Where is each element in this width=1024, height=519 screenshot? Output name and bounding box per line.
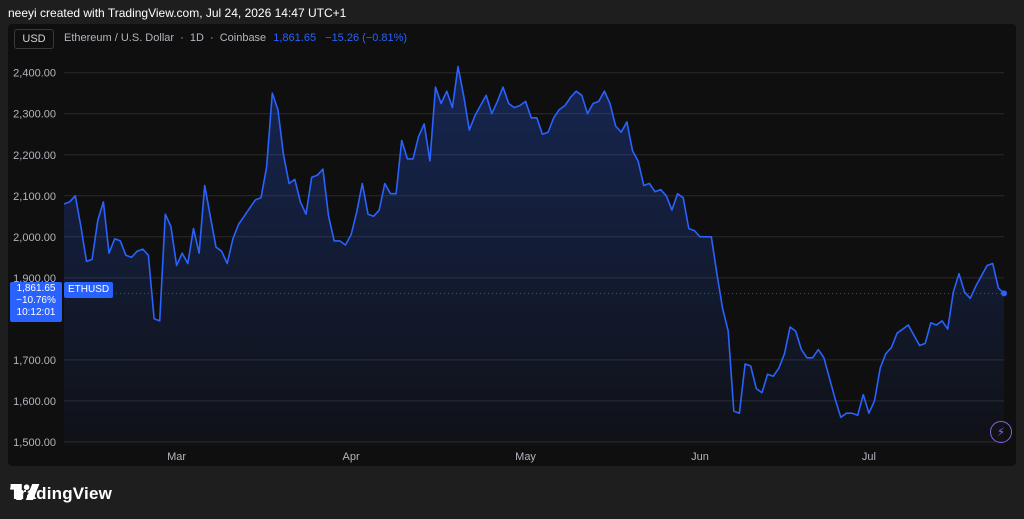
bolt-icon[interactable]: ⚡ (990, 421, 1012, 443)
chart-legend: Ethereum / U.S. Dollar · 1D · Coinbase 1… (64, 32, 407, 44)
legend-separator: · (180, 32, 184, 44)
x-tick-label: Apr (343, 451, 360, 463)
y-tick-label: 1,900.00 (13, 273, 56, 285)
y-tick-label: 2,400.00 (13, 68, 56, 80)
price-line (63, 65, 1005, 419)
chart-panel[interactable]: 1,500.00 1,600.00 1,700.00 1,900.00 2,000.00… (8, 24, 1016, 466)
last-price-dot (1001, 290, 1007, 297)
current-price-change: −10.76% (16, 295, 56, 306)
legend-interval: 1D (189, 32, 204, 44)
y-tick-label: 2,300.00 (13, 109, 56, 121)
symbol-label: ETHUSD (64, 282, 114, 298)
chart-caption: neeyi created with TradingView.com, Jul … (8, 6, 347, 20)
legend-separator: · (209, 32, 214, 44)
y-tick-label: 1,700.00 (13, 355, 56, 367)
price-chart[interactable]: 1,500.00 1,600.00 1,700.00 1,900.00 2,000.00… (8, 24, 1016, 466)
tradingview-logo-icon (10, 484, 40, 500)
current-price-value: 1,861.65 (16, 283, 56, 294)
x-tick-label: Jul (862, 451, 876, 463)
y-tick-label: 2,200.00 (13, 150, 56, 162)
current-price-label: 1,861.65 −10.76% 10:12:01 (10, 282, 62, 322)
y-tick-label: 2,100.00 (13, 191, 56, 203)
legend-last-price: 1,861.65 (273, 32, 317, 44)
legend-symbol: Ethereum / U.S. Dollar (64, 32, 175, 44)
bar-countdown: 10:12:01 (16, 307, 56, 318)
legend-exchange: Coinbase (219, 32, 267, 44)
y-tick-label: 1,500.00 (13, 437, 56, 449)
tradingview-logo: TradingView (10, 484, 112, 504)
currency-button[interactable]: USD (14, 29, 54, 49)
x-tick-label: May (515, 451, 536, 463)
y-tick-label: 2,000.00 (13, 232, 56, 244)
x-tick-label: Jun (691, 451, 709, 463)
y-tick-label: 1,600.00 (13, 396, 56, 408)
x-tick-label: Mar (167, 451, 186, 463)
price-area (64, 66, 1004, 446)
legend-change: −15.26 (−0.81%) (325, 32, 408, 44)
